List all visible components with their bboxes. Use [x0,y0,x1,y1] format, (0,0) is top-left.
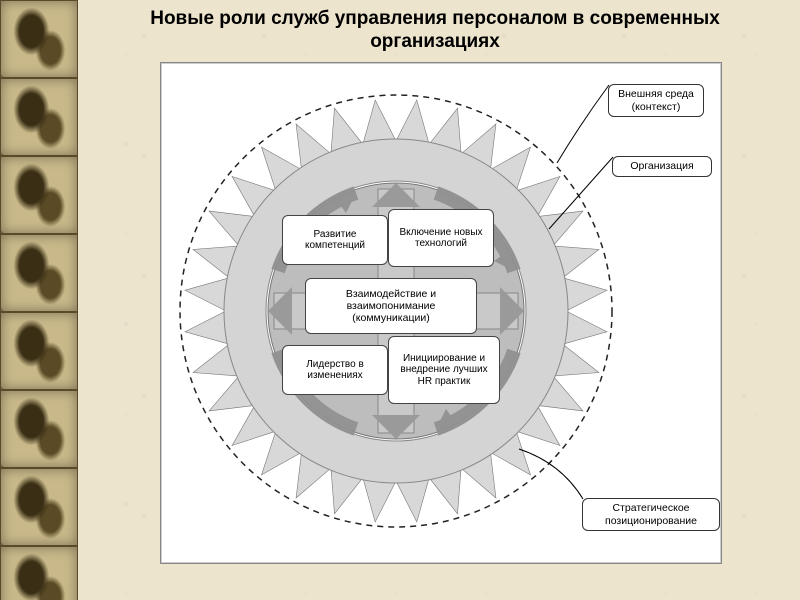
callout-strategic-pos: Стратегическое позиционирование [582,498,720,531]
callout-external-env: Внешняя среда (контекст) [608,84,704,117]
sidebar-tile [0,0,78,78]
sidebar-tile [0,312,78,390]
box-leadership: Лидерство в изменениях [282,345,388,395]
box-competencies: Развитие компетенций [282,215,388,265]
sidebar-tile [0,156,78,234]
sidebar-tile [0,78,78,156]
decorative-sidebar [0,0,80,600]
slide: Новые роли служб управления персоналом в… [0,0,800,600]
box-hr-practices: Инициирование и внедрение лучших HR прак… [388,336,500,404]
sidebar-tile [0,468,78,546]
sidebar-tile [0,390,78,468]
sidebar-tile [0,234,78,312]
page-title: Новые роли служб управления персоналом в… [90,8,780,54]
box-communication: Взаимодействие и взаимопонимание (коммун… [305,278,477,334]
sidebar-tile [0,546,78,600]
callout-organization: Организация [612,156,712,177]
box-technologies: Включение новых технологий [388,209,494,267]
